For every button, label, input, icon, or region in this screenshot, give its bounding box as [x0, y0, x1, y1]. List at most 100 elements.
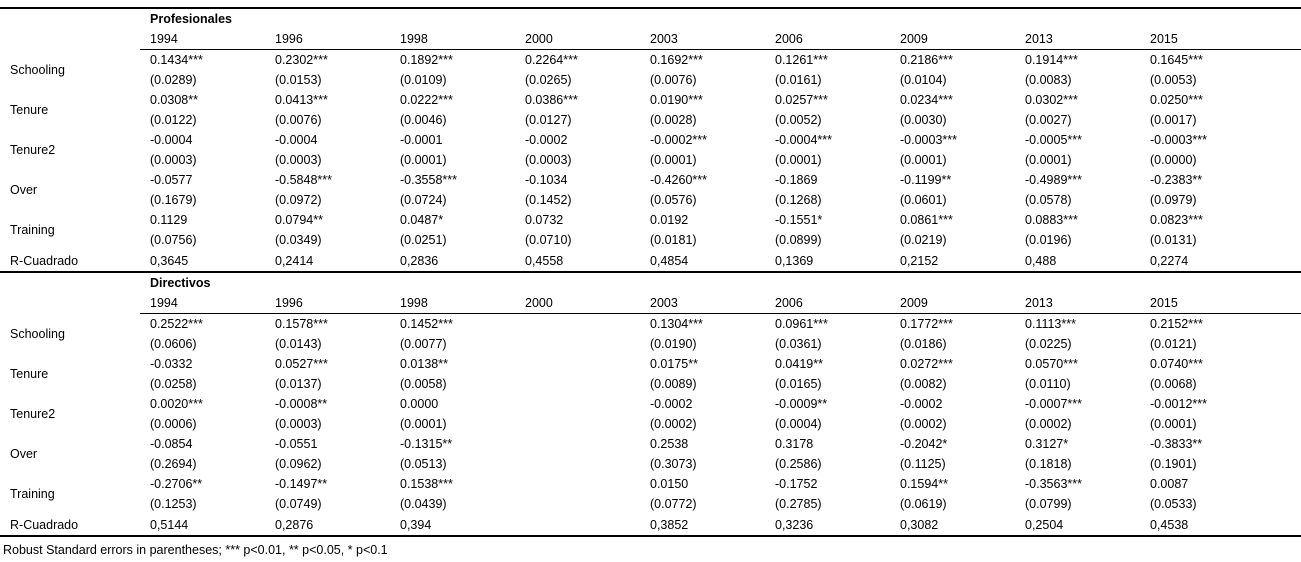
stderr-cell: (0.0349) — [275, 233, 322, 247]
coefficient-cell: 0.0020*** — [150, 397, 203, 411]
stderr-cell: (0.0165) — [775, 377, 822, 391]
stderr-cell: (0.0052) — [775, 113, 822, 127]
row-label-spacer — [0, 29, 140, 50]
coefficient-cell: -0.0003*** — [1150, 133, 1207, 147]
coefficient-cell: -0.0004 — [150, 133, 193, 147]
coefficient-row: Over -0.0577 -0.5848*** -0.3558*** -0.1034 -0… — [0, 170, 1301, 197]
coefficient-cell: 0.0192 — [650, 213, 689, 227]
regression-results-table: Profesionales 1994 1996 1998 2000 2003 2006 200… — [0, 7, 1301, 537]
coefficient-cell: 0.2522*** — [150, 317, 203, 331]
coefficient-cell: 0.0250*** — [1150, 93, 1203, 107]
stderr-cell: (0.0046) — [400, 113, 447, 127]
stderr-row: (0.0258) (0.0137) (0.0058) (0.0089) (0.0165)… — [0, 374, 1301, 394]
coefficient-cell: 0.0272*** — [900, 357, 953, 371]
coefficient-row: Tenure 0.0308** 0.0413*** 0.0222*** 0.0386**… — [0, 90, 1301, 117]
r2-cell: 0,4538 — [1140, 514, 1301, 537]
coefficient-cell: 0.0413*** — [275, 93, 328, 107]
coefficient-cell: 0.1261*** — [775, 53, 828, 67]
year-header: 2009 — [890, 29, 1015, 50]
coefficient-row: Training -0.2706** -0.1497** 0.1538*** 0.015… — [0, 474, 1301, 501]
stderr-cell: (0.0251) — [400, 233, 447, 247]
stderr-cell: (0.0002) — [1025, 417, 1072, 431]
stderr-cell: (0.0003) — [525, 153, 572, 167]
stderr-cell: (0.0186) — [900, 337, 947, 351]
stderr-cell: (0.0003) — [275, 417, 322, 431]
stderr-row: (0.0606) (0.0143) (0.0077) (0.0190) (0.0361)… — [0, 334, 1301, 354]
coefficient-cell: 0.0732 — [525, 213, 564, 227]
coefficient-cell: -0.3833** — [1150, 437, 1203, 451]
stderr-cell: (0.0003) — [150, 153, 197, 167]
stderr-cell: (0.0756) — [150, 233, 197, 247]
coefficient-cell: -0.0002 — [650, 397, 693, 411]
coefficient-cell: 0.0302*** — [1025, 93, 1078, 107]
coefficient-cell: 0.0794** — [275, 213, 323, 227]
coefficient-cell: 0.1892*** — [400, 53, 453, 67]
coefficient-cell: 0.1304*** — [650, 317, 703, 331]
stderr-cell: (0.3073) — [650, 457, 697, 471]
year-header: 1998 — [390, 293, 515, 314]
stderr-cell: (0.0576) — [650, 193, 697, 207]
coefficient-cell: -0.0004*** — [775, 133, 832, 147]
stderr-cell: (0.0001) — [900, 153, 947, 167]
coefficient-cell: -0.3558*** — [400, 173, 457, 187]
coefficient-cell: -0.2042* — [900, 437, 948, 451]
row-label: Tenure2 — [10, 143, 56, 157]
coefficient-cell: -0.0002*** — [650, 133, 707, 147]
stderr-cell: (0.0104) — [900, 73, 947, 87]
coefficient-row: Tenure2 -0.0004 -0.0004 -0.0001 -0.0002 -0.00… — [0, 130, 1301, 157]
coefficient-cell: 0.1129 — [150, 213, 188, 227]
coefficient-cell: -0.1551* — [775, 213, 823, 227]
stderr-cell: (0.0122) — [150, 113, 197, 127]
coefficient-cell: -0.0008** — [275, 397, 328, 411]
stderr-cell: (0.0899) — [775, 233, 822, 247]
row-label: Over — [10, 447, 38, 461]
coefficient-cell: 0.2152*** — [1150, 317, 1203, 331]
coefficient-cell: 0.0487* — [400, 213, 444, 227]
coefficient-cell: -0.1869 — [775, 173, 818, 187]
row-label-spacer — [0, 8, 140, 29]
coefficient-cell: -0.5848*** — [275, 173, 332, 187]
stderr-cell: (0.0004) — [775, 417, 822, 431]
r2-cell: 0,5144 — [140, 514, 265, 537]
stderr-cell: (0.0190) — [650, 337, 697, 351]
coefficient-row: Tenure2 0.0020*** -0.0008** 0.0000 -0.0002 -0… — [0, 394, 1301, 421]
stderr-cell: (0.0439) — [400, 497, 447, 511]
stderr-cell: (0.1679) — [150, 193, 197, 207]
stderr-cell: (0.0578) — [1025, 193, 1072, 207]
year-header: 1994 — [140, 293, 265, 314]
coefficient-cell: 0.1645*** — [1150, 53, 1203, 67]
stderr-cell: (0.0110) — [1025, 377, 1071, 391]
year-header: 2006 — [765, 29, 890, 50]
stderr-cell: (0.0181) — [650, 233, 697, 247]
stderr-cell: (0.2586) — [775, 457, 822, 471]
coefficient-cell: -0.2383** — [1150, 173, 1203, 187]
coefficient-cell: 0.1594** — [900, 477, 948, 491]
stderr-cell: (0.2694) — [150, 457, 197, 471]
coefficient-cell: 0.0000 — [400, 397, 439, 411]
stderr-cell: (0.2785) — [775, 497, 822, 511]
stderr-cell: (0.0001) — [650, 153, 697, 167]
coefficient-cell: 0.3178 — [775, 437, 814, 451]
stderr-cell: (0.0710) — [525, 233, 572, 247]
stderr-cell: (0.0533) — [1150, 497, 1197, 511]
stderr-cell: (0.0001) — [775, 153, 822, 167]
stderr-cell: (0.0161) — [775, 73, 822, 87]
r2-cell: 0,2504 — [1015, 514, 1140, 537]
stderr-cell: (0.0028) — [650, 113, 697, 127]
r2-cell — [515, 514, 640, 537]
row-label-spacer — [0, 272, 140, 293]
coefficient-row: Schooling 0.2522*** 0.1578*** 0.1452*** 0.13… — [0, 314, 1301, 341]
coefficient-cell: -0.1752 — [775, 477, 818, 491]
coefficient-cell: 0.2302*** — [275, 53, 328, 67]
stderr-cell: (0.0225) — [1025, 337, 1072, 351]
stderr-cell — [515, 454, 640, 474]
stderr-cell: (0.0601) — [900, 193, 947, 207]
stderr-cell: (0.0058) — [400, 377, 447, 391]
year-header: 2015 — [1140, 29, 1301, 50]
stderr-cell: (0.0724) — [400, 193, 447, 207]
stderr-cell: (0.0001) — [1025, 153, 1072, 167]
stderr-cell: (0.0962) — [275, 457, 322, 471]
year-header: 1998 — [390, 29, 515, 50]
coefficient-cell: 0.0527*** — [275, 357, 328, 371]
